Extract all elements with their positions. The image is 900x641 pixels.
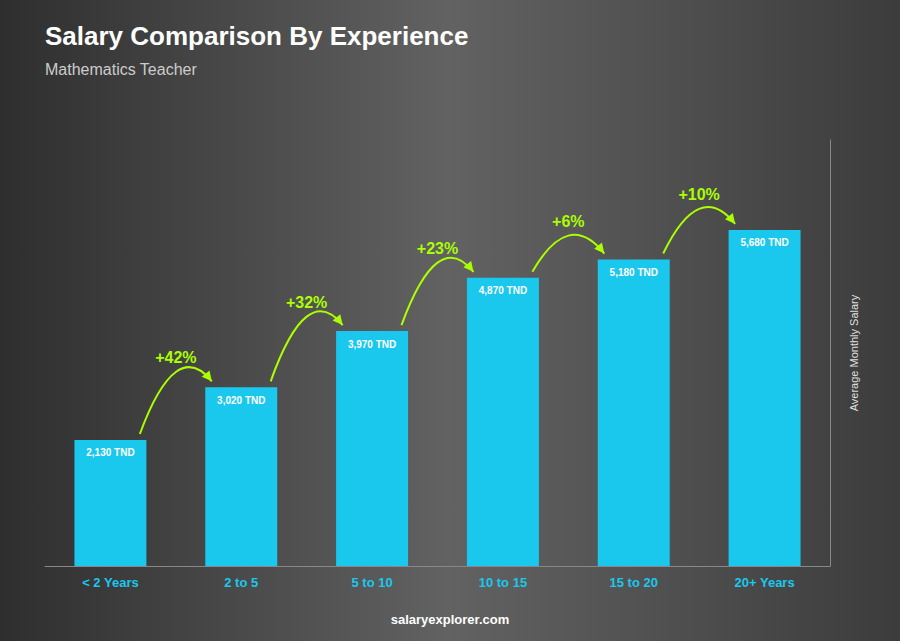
- svg-text:Salary Comparison By Experienc: Salary Comparison By Experience: [45, 21, 468, 51]
- svg-text:5,680 TND: 5,680 TND: [740, 237, 788, 248]
- svg-text:+32%: +32%: [286, 294, 327, 311]
- svg-text:+10%: +10%: [678, 186, 719, 203]
- svg-text:15 to 20: 15 to 20: [610, 575, 658, 590]
- svg-text:2 to 5: 2 to 5: [224, 575, 258, 590]
- svg-text:salaryexplorer.com: salaryexplorer.com: [391, 612, 510, 627]
- svg-text:5 to 10: 5 to 10: [351, 575, 392, 590]
- svg-text:20+ Years: 20+ Years: [735, 575, 795, 590]
- svg-text:5,180 TND: 5,180 TND: [610, 267, 658, 278]
- svg-text:2,130 TND: 2,130 TND: [86, 447, 134, 458]
- svg-text:10 to 15: 10 to 15: [479, 575, 527, 590]
- svg-text:+6%: +6%: [552, 213, 584, 230]
- svg-text:3,970 TND: 3,970 TND: [348, 339, 396, 350]
- svg-text:3,020 TND: 3,020 TND: [217, 395, 265, 406]
- svg-text:4,870 TND: 4,870 TND: [479, 285, 527, 296]
- svg-text:Average Monthly Salary: Average Monthly Salary: [848, 294, 860, 411]
- svg-text:< 2 Years: < 2 Years: [82, 575, 139, 590]
- svg-text:+42%: +42%: [155, 349, 196, 366]
- svg-text:+23%: +23%: [417, 240, 458, 257]
- svg-text:Mathematics Teacher: Mathematics Teacher: [45, 61, 197, 78]
